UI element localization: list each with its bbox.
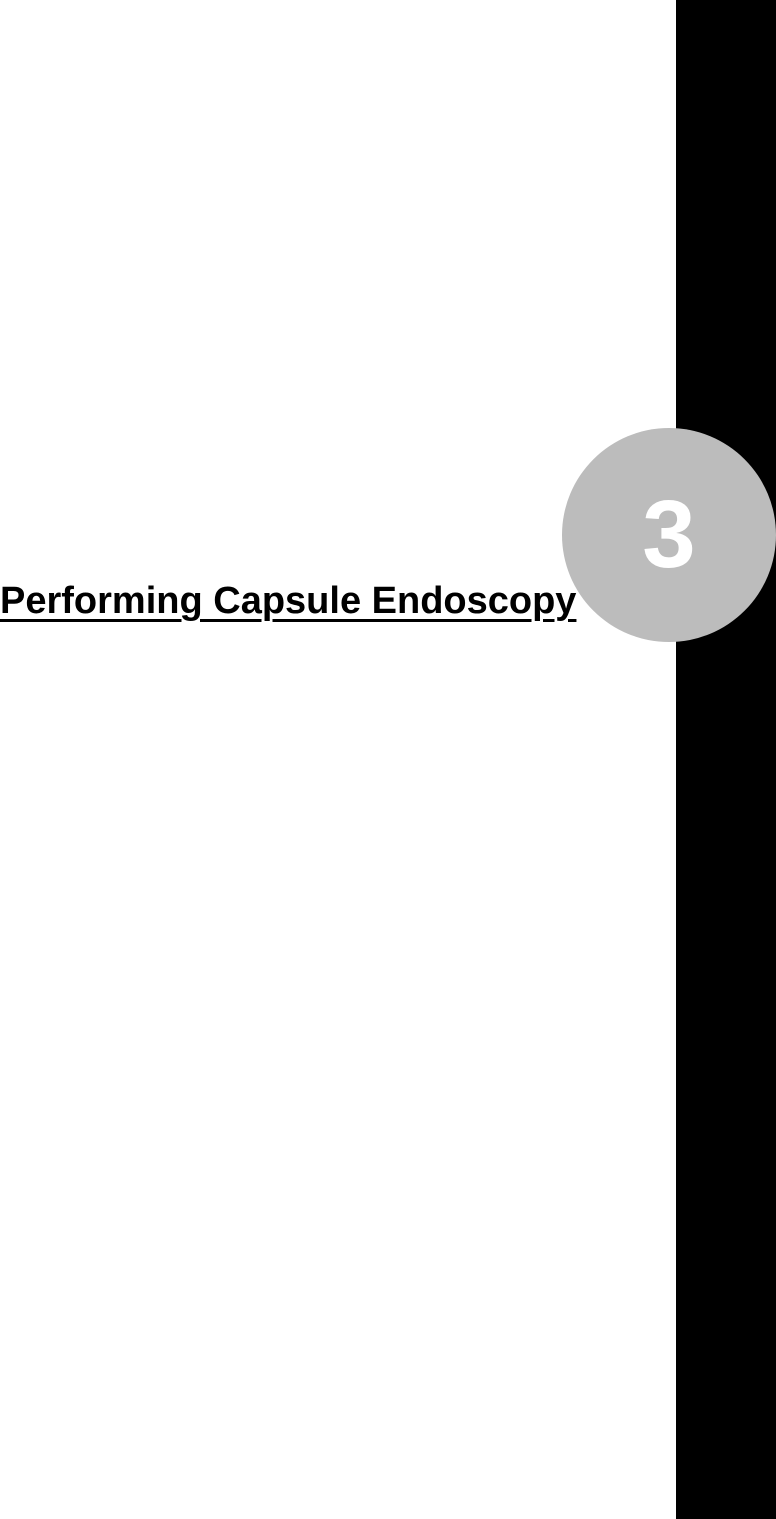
chapter-number-badge: 3	[562, 428, 776, 642]
chapter-number: 3	[642, 487, 695, 583]
right-sidebar	[676, 0, 776, 1519]
chapter-title: Performing Capsule Endoscopy	[0, 580, 576, 623]
